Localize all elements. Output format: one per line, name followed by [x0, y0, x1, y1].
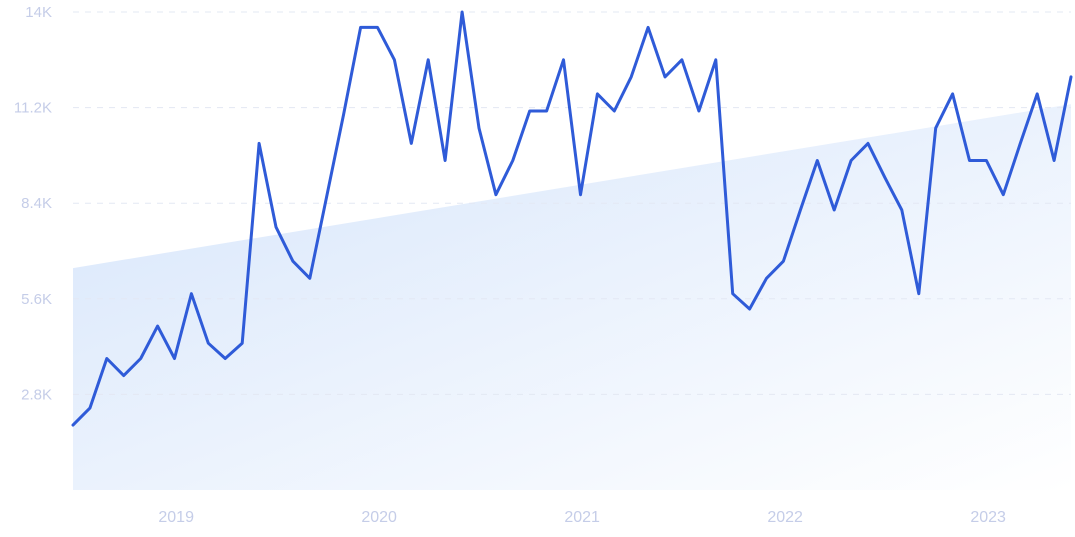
trend-area	[73, 104, 1071, 490]
y-tick-label: 11.2K	[14, 100, 52, 117]
x-tick-label: 2023	[970, 509, 1006, 526]
series-line	[71, 10, 1073, 427]
x-tick-label: 2020	[361, 509, 397, 526]
x-tick-label: 2021	[564, 509, 600, 526]
x-tick-label: 2022	[767, 509, 803, 526]
y-tick-label: 14K	[25, 4, 52, 21]
y-tick-label: 2.8K	[21, 386, 52, 403]
y-tick-label: 5.6K	[21, 291, 52, 308]
y-tick-label: 8.4K	[21, 195, 52, 212]
x-tick-label: 2019	[158, 509, 194, 526]
